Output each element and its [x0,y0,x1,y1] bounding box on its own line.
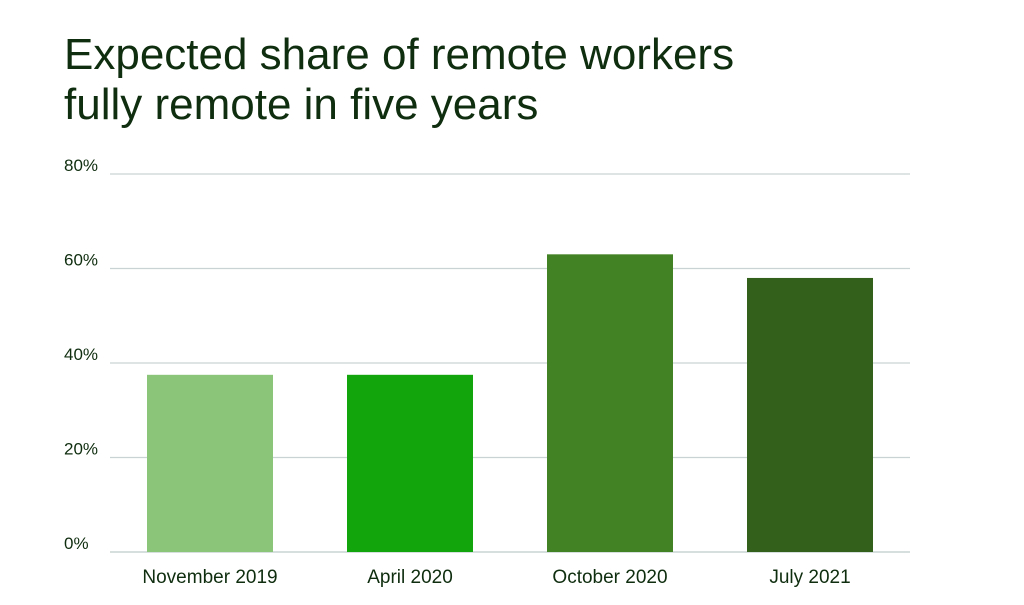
bar-april-2020 [347,374,473,552]
chart-title-line-1: Expected share of remote workers [64,30,735,79]
x-category-label: April 2020 [367,567,453,588]
y-tick-label: 0% [64,534,89,553]
chart-title-line-2: fully remote in five years [64,80,539,129]
bars [147,254,873,552]
y-tick-label: 80% [64,156,98,175]
bar-october-2020 [547,254,673,552]
x-category-label: October 2020 [552,567,667,588]
y-tick-label: 20% [64,440,98,459]
bar-november-2019 [147,374,273,552]
chart-title: Expected share of remote workers fully r… [64,30,964,130]
x-category-label: July 2021 [769,567,850,588]
y-tick-label: 60% [64,251,98,270]
y-axis-tick-labels: 0% 20% 40% 60% 80% [64,156,98,553]
x-category-label: November 2019 [142,567,277,588]
bar-july-2021 [747,277,873,552]
y-tick-label: 40% [64,345,98,364]
x-axis-category-labels: November 2019 April 2020 October 2020 July … [142,567,850,588]
